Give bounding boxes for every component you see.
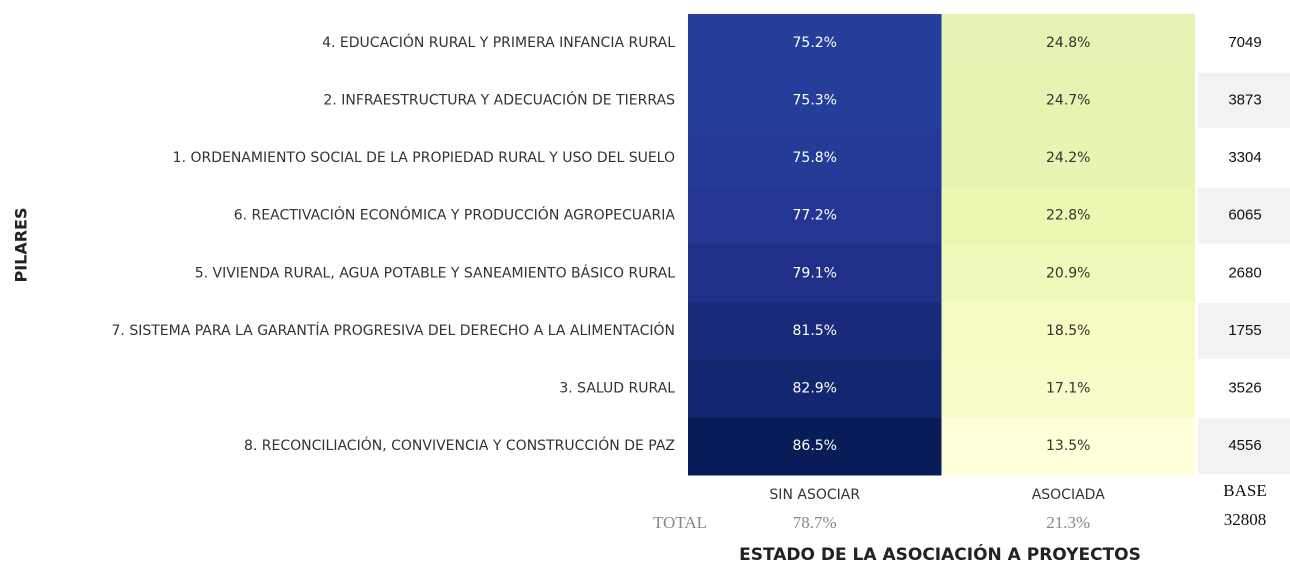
row-label: 1. ORDENAMIENTO SOCIAL DE LA PROPIEDAD R… (173, 150, 675, 166)
heat-cell (688, 359, 942, 418)
heat-cell (688, 71, 942, 130)
cell-label: 13.5% (1046, 438, 1090, 454)
cell-label: 24.2% (1046, 150, 1090, 166)
column-label: SIN ASOCIAR (769, 487, 860, 503)
base-value: 6065 (1228, 207, 1261, 224)
base-value: 2680 (1228, 264, 1261, 281)
base-value: 3873 (1228, 91, 1261, 108)
heat-cell (688, 14, 942, 73)
base-value: 3526 (1228, 380, 1261, 397)
heat-cell (941, 129, 1195, 188)
heat-cell (941, 244, 1195, 303)
cell-label: 75.8% (793, 150, 837, 166)
heat-cell (941, 417, 1195, 476)
total-value: 78.7% (793, 513, 837, 532)
row-label: 4. EDUCACIÓN RURAL Y PRIMERA INFANCIA RU… (322, 33, 675, 51)
cell-label: 75.3% (793, 92, 837, 108)
base-value: 1755 (1228, 322, 1261, 339)
heat-cell (941, 71, 1195, 130)
row-label: 7. SISTEMA PARA LA GARANTÍA PROGRESIVA D… (112, 321, 675, 339)
base-cell-bg (1198, 72, 1290, 129)
cell-label: 24.7% (1046, 92, 1090, 108)
row-label: 8. RECONCILIACIÓN, CONVIVENCIA Y CONSTRU… (244, 436, 675, 454)
row-label: 5. VIVIENDA RURAL, AGUA POTABLE Y SANEAM… (195, 264, 675, 281)
base-value: 3304 (1228, 149, 1261, 166)
row-label: 6. REACTIVACIÓN ECONÓMICA Y PRODUCCIÓN A… (234, 206, 676, 224)
column-label: ASOCIADA (1032, 487, 1105, 503)
base-cell-bg (1198, 187, 1290, 244)
cell-label: 79.1% (793, 265, 837, 281)
cell-label: 22.8% (1046, 208, 1090, 224)
base-header: BASE (1223, 481, 1266, 500)
cell-label: 77.2% (793, 208, 837, 224)
cell-label: 86.5% (793, 438, 837, 454)
cell-label: 17.1% (1046, 381, 1090, 397)
heat-cell (688, 186, 942, 245)
base-total: 32808 (1224, 510, 1267, 529)
row-label: 3. SALUD RURAL (559, 381, 675, 397)
x-axis-label: ESTADO DE LA ASOCIACIÓN A PROYECTOS (739, 543, 1141, 565)
total-value: 21.3% (1046, 513, 1090, 532)
base-value: 4556 (1228, 437, 1261, 454)
cell-label: 20.9% (1046, 265, 1090, 281)
cell-label: 75.2% (793, 35, 837, 51)
heat-cell (688, 129, 942, 188)
heat-cell (688, 244, 942, 303)
heat-cell (941, 302, 1195, 361)
base-cell-bg (1198, 303, 1290, 359)
heat-cell (941, 359, 1195, 418)
row-label: 2. INFRAESTRUCTURA Y ADECUACIÓN DE TIERR… (323, 90, 675, 108)
cell-label: 81.5% (793, 323, 837, 339)
y-axis-label: PILARES (12, 207, 31, 282)
cell-label: 82.9% (793, 381, 837, 397)
base-value: 7049 (1228, 34, 1261, 51)
total-label: TOTAL (653, 513, 707, 532)
base-cell-bg (1198, 418, 1290, 474)
heat-cell (688, 302, 942, 361)
heat-cell (941, 14, 1195, 73)
cell-label: 18.5% (1046, 323, 1090, 339)
heat-cell (941, 186, 1195, 245)
cell-label: 24.8% (1046, 35, 1090, 51)
heat-cell (688, 417, 942, 476)
